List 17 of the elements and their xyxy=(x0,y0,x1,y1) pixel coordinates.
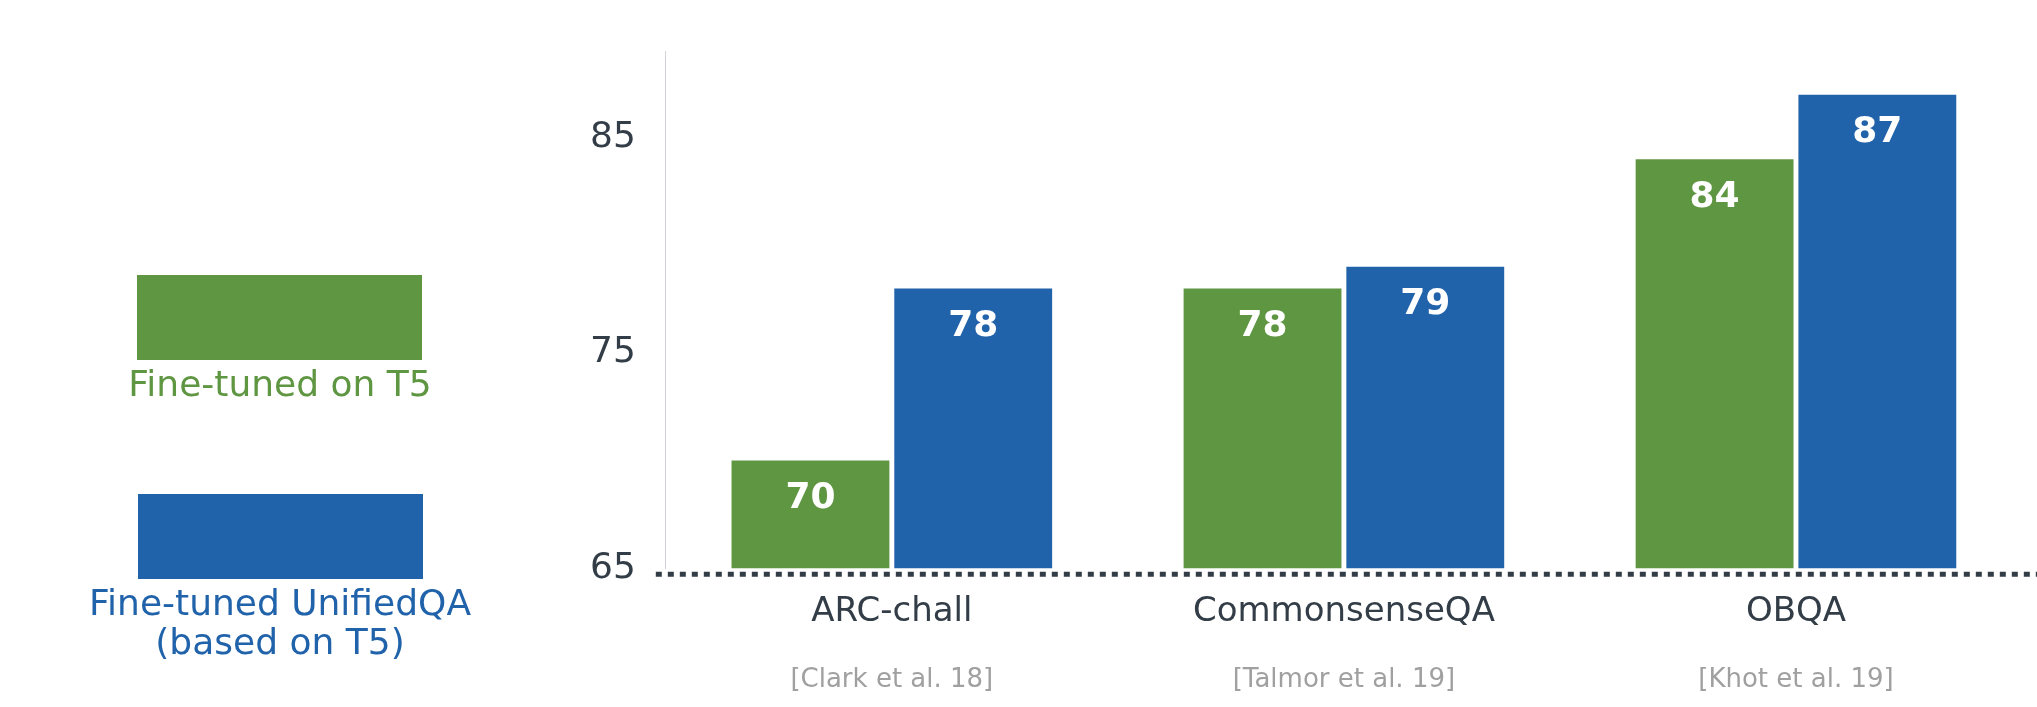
data-label: 78 xyxy=(948,302,999,344)
data-label: 79 xyxy=(1400,281,1451,323)
data-label: 70 xyxy=(785,474,836,516)
data-label: 84 xyxy=(1689,173,1740,215)
y-tick-label: 65 xyxy=(590,544,636,586)
x-tick-label: OBQA xyxy=(1745,589,1847,630)
x-tick-label: CommonsenseQA xyxy=(1192,589,1495,630)
x-tick-label: ARC-chall xyxy=(811,589,973,630)
annotation: [Khot et al. 19] xyxy=(1698,662,1894,693)
annotation: [Clark et al. 18] xyxy=(790,662,994,693)
data-label: 78 xyxy=(1237,302,1288,344)
y-tick-label: 75 xyxy=(590,329,636,371)
y-tick-label: 85 xyxy=(590,114,636,156)
text: Fine-tuned UnifiedQA (based on T5) xyxy=(87,581,472,663)
text: Fine-tuned on T5 xyxy=(128,363,432,405)
annotation: [Talmor et al. 19] xyxy=(1232,662,1456,693)
data-label: 87 xyxy=(1852,109,1903,151)
